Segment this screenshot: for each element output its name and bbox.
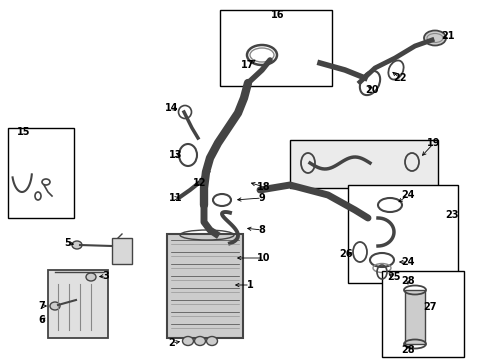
- Ellipse shape: [86, 273, 96, 281]
- Ellipse shape: [194, 337, 205, 346]
- FancyBboxPatch shape: [289, 140, 437, 188]
- Text: 16: 16: [271, 10, 284, 20]
- Text: 28: 28: [400, 345, 414, 355]
- Text: 6: 6: [39, 315, 45, 325]
- Ellipse shape: [182, 337, 193, 346]
- Text: 3: 3: [102, 271, 109, 281]
- Ellipse shape: [50, 302, 60, 310]
- Text: 21: 21: [440, 31, 454, 41]
- Text: 5: 5: [64, 238, 71, 248]
- Text: 9: 9: [258, 193, 265, 203]
- Text: 12: 12: [193, 178, 206, 188]
- Bar: [404, 290, 424, 344]
- FancyBboxPatch shape: [220, 10, 331, 86]
- Text: 19: 19: [427, 138, 440, 148]
- FancyBboxPatch shape: [381, 271, 463, 357]
- FancyBboxPatch shape: [347, 185, 457, 283]
- Text: 23: 23: [445, 210, 458, 220]
- FancyBboxPatch shape: [8, 128, 74, 218]
- Text: 13: 13: [169, 150, 183, 160]
- Text: 24: 24: [401, 190, 414, 200]
- Text: 24: 24: [401, 257, 414, 267]
- Text: 14: 14: [165, 103, 179, 113]
- Bar: [112, 238, 132, 264]
- Bar: [167, 234, 243, 338]
- FancyBboxPatch shape: [48, 270, 108, 338]
- Text: 26: 26: [339, 249, 352, 259]
- Text: 27: 27: [423, 302, 436, 312]
- Text: 10: 10: [257, 253, 270, 263]
- Text: 25: 25: [386, 272, 400, 282]
- Text: 7: 7: [39, 301, 45, 311]
- Text: 20: 20: [365, 85, 378, 95]
- Ellipse shape: [206, 337, 217, 346]
- Text: 17: 17: [241, 60, 254, 70]
- Text: 22: 22: [392, 73, 406, 83]
- Text: 28: 28: [400, 276, 414, 286]
- Ellipse shape: [423, 31, 445, 45]
- Text: 1: 1: [246, 280, 253, 290]
- Text: 2: 2: [168, 338, 175, 348]
- Text: 15: 15: [17, 127, 31, 137]
- Text: 18: 18: [257, 182, 270, 192]
- Text: 11: 11: [169, 193, 183, 203]
- Ellipse shape: [72, 241, 82, 249]
- Text: 8: 8: [258, 225, 265, 235]
